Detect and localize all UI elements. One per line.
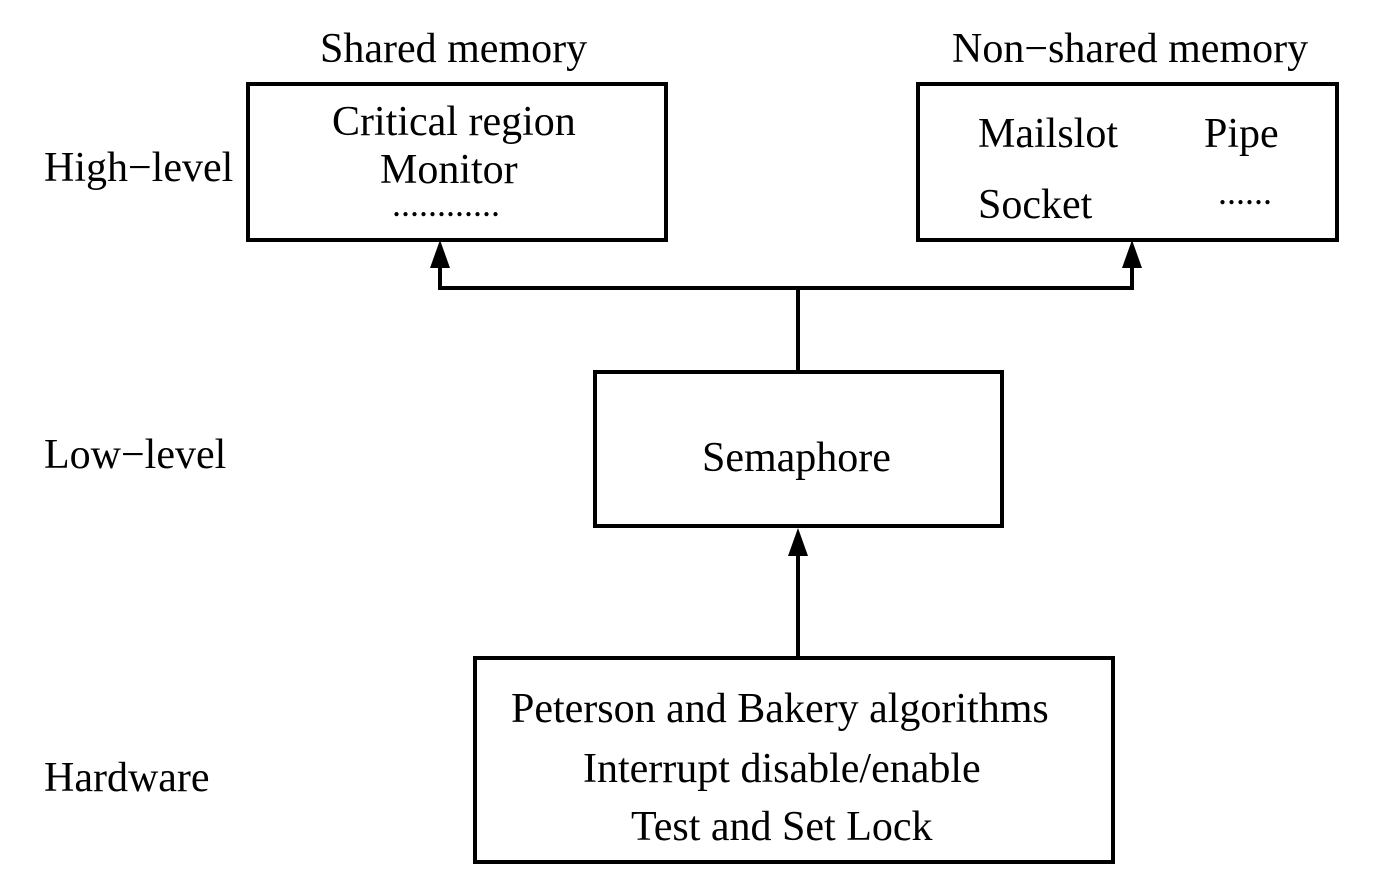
arrowhead-non-shared [1122,240,1142,268]
low-level-label: Low−level [44,432,227,478]
arrowhead-semaphore [788,528,808,556]
test-and-set-lock-text: Test and Set Lock [631,804,933,850]
shared-memory-box: Critical region Monitor ............ [246,82,668,242]
interrupt-text: Interrupt disable/enable [583,746,981,792]
non-shared-memory-heading: Non−shared memory [952,26,1309,72]
semaphore-text: Semaphore [702,435,891,481]
semaphore-box: Semaphore [593,370,1004,528]
socket-text: Socket [978,182,1093,228]
mailslot-text: Mailslot [978,111,1119,157]
high-level-label: High−level [44,145,234,191]
non-shared-memory-box: Mailslot Pipe Socket ...... [916,82,1339,242]
non-shared-ellipsis-text: ...... [1218,172,1272,212]
critical-region-text: Critical region [332,99,576,145]
arrowhead-shared [430,240,450,268]
shared-ellipsis-text: ............ [392,184,500,224]
shared-memory-heading: Shared memory [320,26,588,72]
hardware-label: Hardware [44,755,210,801]
monitor-text: Monitor [380,147,518,193]
peterson-bakery-text: Peterson and Bakery algorithms [511,686,1049,732]
pipe-text: Pipe [1204,111,1279,157]
hardware-box: Peterson and Bakery algorithms Interrupt… [473,656,1115,864]
